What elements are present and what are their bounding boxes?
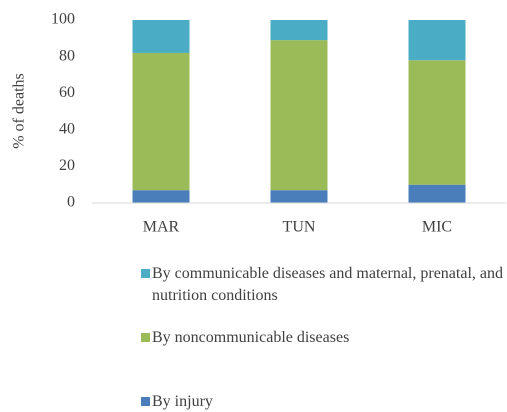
legend-label: By noncommunicable diseases [152,329,350,346]
y-axis-label: % of deaths [11,73,28,149]
bar-segment [270,190,328,203]
bar-segment [408,60,466,185]
y-tick-label: 80 [59,47,75,64]
bar-segment [132,190,190,203]
y-tick-label: 20 [59,157,75,174]
legend-item: By noncommunicable diseases [141,327,503,349]
chart: % of deaths 0 20 40 60 80 100 MAR TUN MIC [11,11,506,236]
x-tick-label: MIC [422,219,452,236]
legend-label: By injury [152,393,213,410]
bar-segment [270,40,328,191]
legend-label: By communicable diseases and maternal, p… [152,265,503,304]
bar-segment [408,184,466,203]
x-tick-label: TUN [283,219,316,236]
legend-swatch [141,333,150,342]
legend-swatch [141,397,150,406]
x-tick-label: MAR [143,219,180,236]
y-tick-label: 60 [59,84,75,101]
legend-item: By injury [141,391,503,412]
bar-segment [132,52,190,191]
bar-segment [408,20,466,61]
y-tick-label: 100 [51,11,75,28]
y-tick-label: 40 [59,120,75,137]
legend-swatch [141,269,150,278]
y-tick-label: 0 [67,194,75,211]
bar-segment [270,20,328,41]
legend-item: By communicable diseases and maternal, p… [141,263,503,307]
bar-segment [132,20,190,53]
